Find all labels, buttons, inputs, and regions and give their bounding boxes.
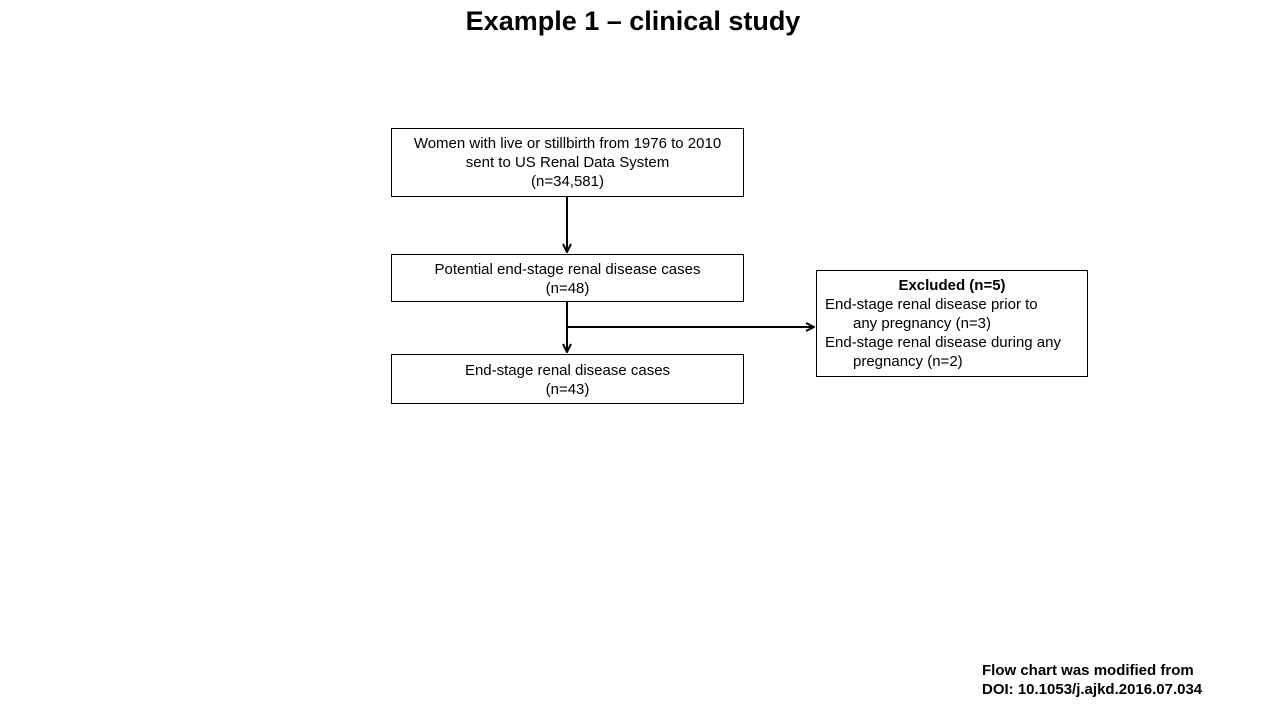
page-title: Example 1 – clinical study: [465, 6, 801, 36]
credit-line1: Flow chart was modified from: [982, 662, 1194, 679]
box-women-cohort: Women with live or stillbirth from 1976 …: [391, 128, 744, 197]
women-cohort-line1: Women with live or stillbirth from 1976 …: [413, 135, 722, 152]
esrd-cases-label: End-stage renal disease cases: [464, 362, 671, 379]
women-cohort-line2: sent to US Renal Data System: [465, 154, 670, 171]
box-excluded: Excluded (n=5) End-stage renal disease p…: [816, 270, 1088, 377]
box-esrd-cases: End-stage renal disease cases (n=43): [391, 354, 744, 404]
excluded-item1-line1: End-stage renal disease prior to: [825, 296, 1038, 313]
box-potential-cases: Potential end-stage renal disease cases …: [391, 254, 744, 302]
source-credit: Flow chart was modified from DOI: 10.105…: [982, 661, 1262, 699]
excluded-item1-line2: any pregnancy (n=3): [853, 315, 992, 332]
excluded-item2-line2: pregnancy (n=2): [853, 353, 963, 370]
women-cohort-count: (n=34,581): [531, 173, 604, 190]
potential-cases-label: Potential end-stage renal disease cases: [434, 261, 701, 278]
excluded-item2-line1: End-stage renal disease during any: [825, 334, 1061, 351]
esrd-cases-count: (n=43): [545, 381, 590, 398]
excluded-heading: Excluded (n=5): [898, 277, 1006, 294]
potential-cases-count: (n=48): [545, 280, 590, 297]
credit-doi: DOI: 10.1053/j.ajkd.2016.07.034: [982, 681, 1203, 698]
